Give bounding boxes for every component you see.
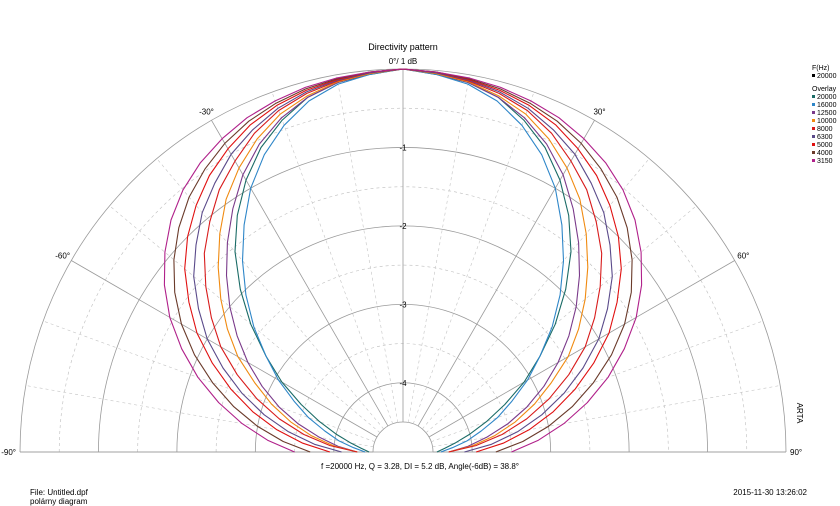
minor-ring — [58, 108, 748, 453]
angle-tick-label: 30° — [593, 108, 605, 117]
legend-header: F(Hz) — [812, 65, 830, 72]
diagram-subtitle: polárny diagram — [30, 497, 88, 506]
angle-tick-label: -60° — [55, 252, 70, 261]
legend-swatch — [812, 151, 815, 154]
timestamp: 2015-11-30 13:26:02 — [733, 488, 807, 497]
series-curves — [163, 68, 643, 453]
spoke — [271, 91, 394, 424]
angle-tick-label: -30° — [199, 108, 214, 117]
minor-ring — [215, 264, 591, 453]
parameter-readout: f =20000 Hz, Q = 3.28, DI = 5.2 dB, Angl… — [321, 462, 519, 471]
spoke — [417, 120, 595, 427]
radial-tick-label: -2 — [399, 222, 407, 231]
radial-top-label: 0°/ 1 dB — [389, 57, 418, 66]
spoke — [431, 320, 764, 443]
polar-grid — [19, 68, 787, 453]
spoke — [412, 91, 535, 424]
legend-item-16000: 16000 — [817, 102, 837, 109]
legend-swatch — [812, 119, 815, 122]
legend-swatch — [812, 159, 815, 162]
legend-current-value: 20000 — [817, 73, 837, 80]
spoke — [428, 260, 735, 438]
spoke — [336, 74, 399, 423]
radial-tick-label: -4 — [399, 379, 407, 388]
legend-swatch — [812, 111, 815, 114]
legend-swatch — [812, 95, 815, 98]
spoke — [42, 320, 375, 443]
legend-swatch — [812, 103, 815, 106]
legend-current-swatch — [812, 74, 815, 77]
legend-item-12500: 12500 — [817, 110, 837, 117]
arta-watermark: ARTA — [795, 403, 804, 424]
spoke — [422, 158, 650, 430]
spoke — [156, 158, 384, 430]
spoke — [407, 74, 470, 423]
legend-swatch — [812, 127, 815, 130]
angle-tick-label: -90° — [1, 448, 16, 457]
spoke — [211, 120, 389, 427]
legend-item-4000: 4000 — [817, 150, 833, 157]
legend-item-6300: 6300 — [817, 134, 833, 141]
tick-labels: -90° -60° -30° 30° 60° 90° 0°/ 1 dB -1 -2 -3 -4 — [1, 57, 802, 457]
legend: F(Hz)20000Overlay20000160001250010000800… — [812, 65, 837, 165]
radial-tick-label: -1 — [399, 143, 407, 152]
spoke — [25, 385, 374, 448]
chart-title: Directivity pattern — [368, 42, 438, 52]
legend-item-3150: 3150 — [817, 158, 833, 165]
legend-item-8000: 8000 — [817, 126, 833, 133]
spoke — [425, 205, 697, 433]
legend-item-20000: 20000 — [817, 94, 837, 101]
angle-tick-label: 90° — [790, 448, 802, 457]
spoke — [432, 385, 781, 448]
legend-item-10000: 10000 — [817, 118, 837, 125]
inner-ring — [372, 421, 434, 453]
file-name: File: Untitled.dpf — [30, 488, 88, 497]
series-line-3150 — [163, 68, 643, 453]
legend-overlay-header: Overlay — [812, 86, 837, 93]
spoke — [109, 205, 381, 433]
radial-tick-label: -3 — [399, 300, 407, 309]
legend-item-5000: 5000 — [817, 142, 833, 149]
legend-swatch — [812, 143, 815, 146]
spoke — [71, 260, 378, 438]
legend-swatch — [812, 135, 815, 138]
angle-tick-label: 60° — [737, 252, 749, 261]
